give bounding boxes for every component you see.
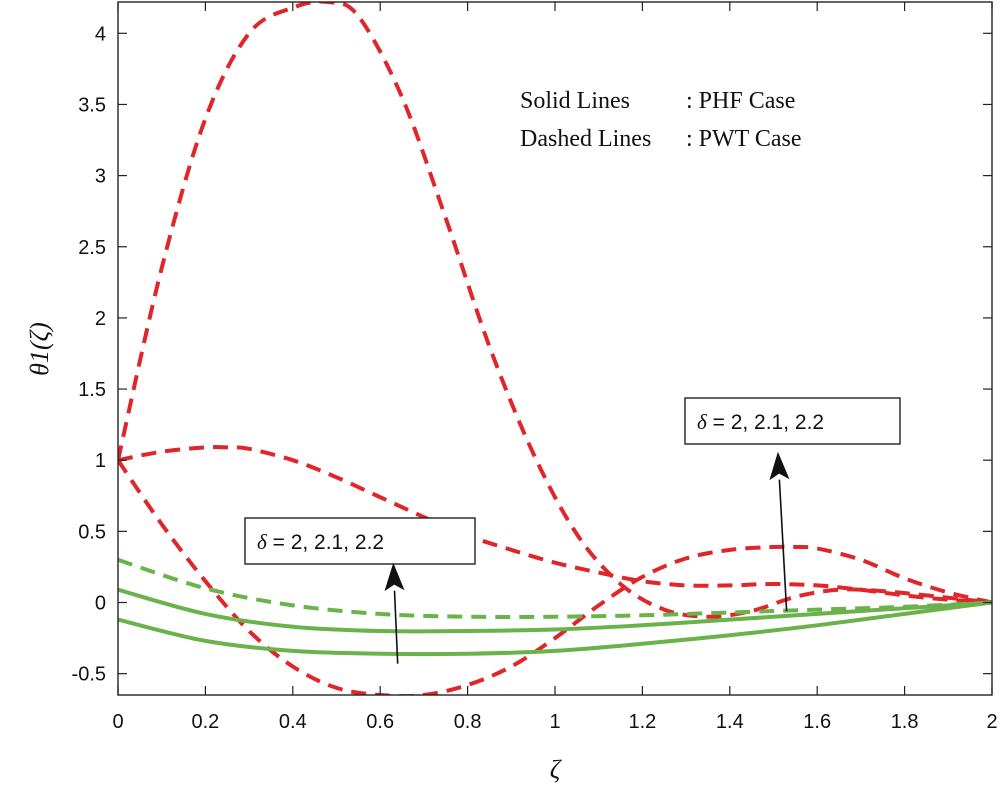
ticks-layer: 0 0.2 0.4 0.6 0.8 1 1.2 1.4 1.6 1.8 2 -0.5 0 0.5 1 1.5 2… — [72, 2, 998, 733]
y-tick-label: 1.5 — [78, 379, 106, 401]
x-tick-label: 2 — [986, 711, 997, 733]
delta-values: = 2, 2.1, 2.2 — [707, 411, 824, 434]
annotation-box — [244, 517, 476, 565]
legend-dashed-value: : PWT Case — [686, 126, 802, 152]
x-tick-label: 0.6 — [366, 711, 394, 733]
series-line-3-dashed — [118, 459, 992, 695]
legend-solid-label: Solid Lines — [520, 88, 630, 114]
legend-note: Solid Lines : PHF Case Dashed Lines : PW… — [520, 88, 802, 152]
x-axis-label: ζ — [550, 755, 562, 784]
x-tick-label: 0.2 — [191, 711, 219, 733]
delta-annotation-1: δ = 2, 2.1, 2.2 — [244, 517, 476, 664]
legend-dashed-label: Dashed Lines — [520, 126, 651, 152]
x-tick-label: 0.8 — [454, 711, 482, 733]
delta-annotation-2: δ = 2, 2.1, 2.2 — [684, 397, 901, 612]
x-tick-label: 0.4 — [279, 711, 307, 733]
delta-symbol: δ — [697, 410, 708, 434]
delta-symbol: δ — [257, 530, 268, 554]
x-tick-label: 1.4 — [716, 711, 744, 733]
x-tick-label: 1.2 — [628, 711, 656, 733]
y-tick-label: 0 — [95, 593, 106, 615]
arrow-shaft — [778, 479, 788, 612]
series-line-5-solid — [118, 587, 992, 634]
y-tick-label: 3.5 — [78, 94, 106, 116]
annotation-text: δ = 2, 2.1, 2.2 — [257, 530, 384, 554]
arrow-head — [384, 562, 405, 592]
y-tick-label: 3 — [95, 166, 106, 188]
x-tick-label: 0 — [112, 711, 123, 733]
legend-solid-value: : PHF Case — [686, 88, 795, 114]
y-tick-label: 1 — [95, 450, 106, 472]
annotation-box — [684, 397, 901, 445]
y-axis-label: θ1(ζ) — [25, 322, 54, 376]
series-line-1-dashed — [118, 2, 992, 619]
y-tick-label: -0.5 — [72, 664, 106, 686]
arrow-shaft — [393, 590, 399, 664]
y-tick-label: 0.5 — [78, 521, 106, 543]
arrow-head — [769, 451, 790, 481]
x-tick-label: 1 — [549, 711, 560, 733]
series-line-4-dashed — [118, 557, 992, 620]
series-line-6-solid — [118, 600, 992, 657]
y-tick-label: 2 — [95, 308, 106, 330]
annotation-text: δ = 2, 2.1, 2.2 — [697, 410, 824, 434]
series-line-2-dashed — [118, 445, 992, 605]
x-tick-label: 1.6 — [803, 711, 831, 733]
delta-values: = 2, 2.1, 2.2 — [267, 531, 384, 554]
y-tick-label: 4 — [95, 23, 106, 45]
x-tick-label: 1.8 — [891, 711, 919, 733]
series-layer — [118, 2, 992, 695]
y-tick-label: 2.5 — [78, 237, 106, 259]
annotation-layer: δ = 2, 2.1, 2.2δ = 2, 2.1, 2.2 — [244, 397, 901, 664]
